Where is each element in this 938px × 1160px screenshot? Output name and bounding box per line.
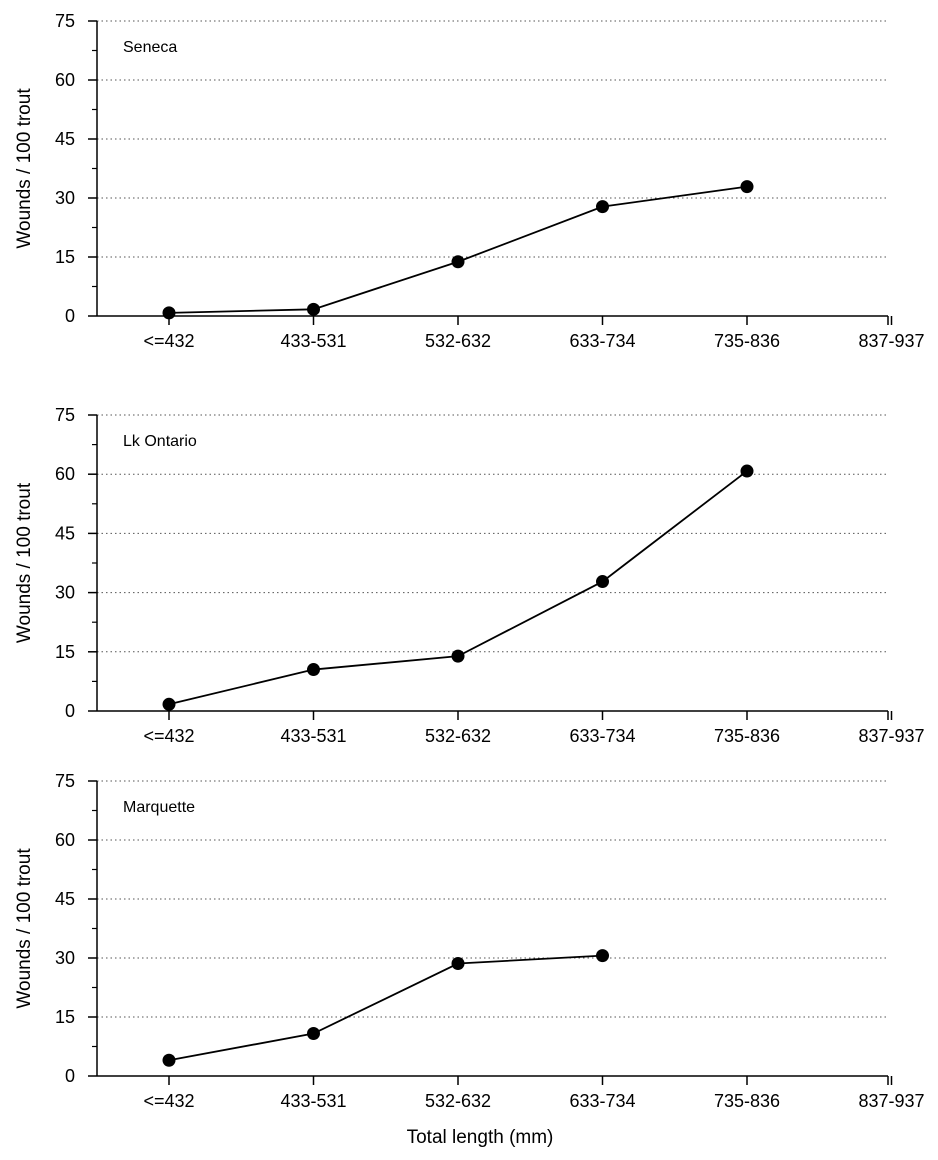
y-tick-label: 30 (55, 583, 75, 603)
series-line (168, 954, 603, 1062)
x-tick-label: 532-632 (425, 331, 491, 351)
y-tick-label: 30 (55, 188, 75, 208)
x-tick-label: 633-734 (569, 1091, 635, 1111)
y-tick-label: 0 (65, 306, 75, 326)
data-point (596, 575, 609, 589)
series-line (168, 185, 748, 314)
data-point (162, 697, 176, 711)
panel-label: Marquette (123, 799, 195, 816)
x-tick-label: 735-836 (714, 1091, 780, 1111)
data-point (451, 957, 465, 971)
y-tick-label: 75 (55, 405, 75, 425)
x-tick-label: 633-734 (569, 331, 635, 351)
x-tick-label: 433-531 (280, 1091, 346, 1111)
y-tick-label: 45 (55, 523, 75, 543)
x-tick-label: <=432 (143, 331, 194, 351)
y-tick-label: 75 (55, 11, 75, 31)
y-axis-title: Wounds / 100 trout (14, 848, 35, 1009)
y-axis-title: Wounds / 100 trout (14, 482, 35, 643)
x-tick-label: 433-531 (280, 331, 346, 351)
y-tick-label: 45 (55, 129, 75, 149)
y-tick-label: 45 (55, 889, 75, 909)
data-point (307, 663, 320, 677)
x-tick-label: <=432 (143, 726, 194, 746)
panel-label: Lk Ontario (123, 433, 197, 450)
data-point (307, 1027, 320, 1041)
y-tick-label: 15 (55, 642, 75, 662)
x-tick-label: <=432 (143, 1091, 194, 1111)
x-tick-label: 735-836 (714, 331, 780, 351)
data-point (596, 949, 609, 963)
x-tick-label: 532-632 (425, 1091, 491, 1111)
x-tick-label: 433-531 (280, 726, 346, 746)
data-point (596, 200, 609, 214)
data-point (162, 1053, 176, 1067)
x-tick-label: 837-937 (858, 1091, 924, 1111)
y-tick-label: 30 (55, 948, 75, 968)
y-tick-label: 0 (65, 701, 75, 721)
x-tick-label: 735-836 (714, 726, 780, 746)
y-tick-label: 60 (55, 464, 75, 484)
x-tick-label: 837-937 (858, 331, 924, 351)
x-tick-label: 633-734 (569, 726, 635, 746)
y-tick-label: 15 (55, 1007, 75, 1027)
x-axis-title: Total length (mm) (407, 1127, 554, 1148)
y-axis-title: Wounds / 100 trout (14, 88, 35, 249)
data-point (740, 180, 754, 194)
data-point (451, 255, 465, 269)
y-tick-label: 75 (55, 771, 75, 791)
data-point (740, 464, 754, 478)
y-tick-label: 15 (55, 247, 75, 267)
data-point (162, 306, 176, 320)
x-tick-label: 532-632 (425, 726, 491, 746)
data-point (451, 649, 465, 663)
series-line (168, 470, 748, 706)
y-tick-label: 60 (55, 70, 75, 90)
y-tick-label: 0 (65, 1066, 75, 1086)
data-point (307, 302, 320, 316)
panel-label: Seneca (123, 39, 177, 56)
y-tick-label: 60 (55, 830, 75, 850)
x-tick-label: 837-937 (858, 726, 924, 746)
